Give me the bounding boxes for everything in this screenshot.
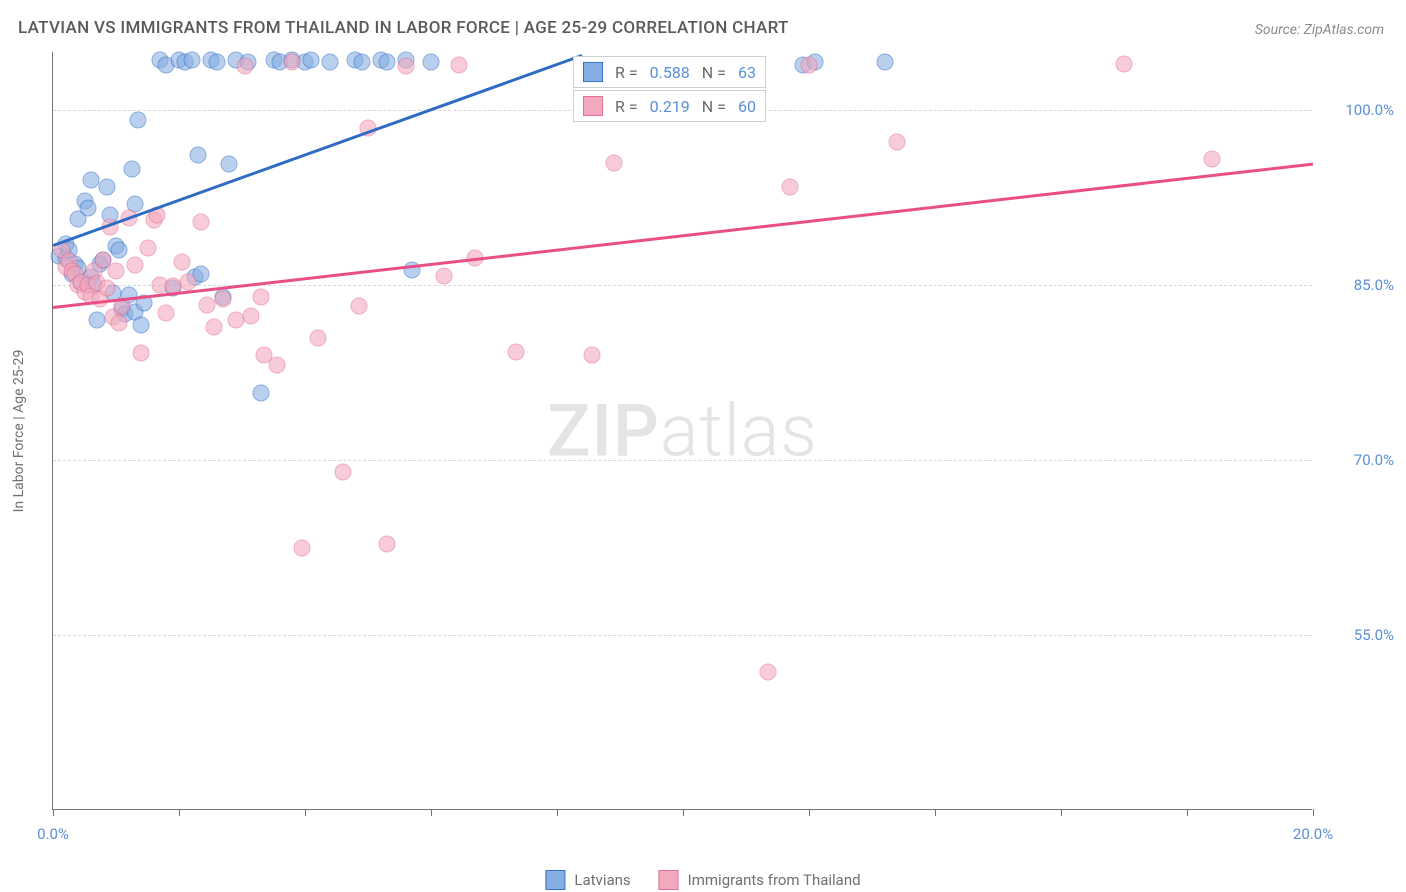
stats-swatch [583, 62, 603, 82]
stat-n-value: 63 [738, 63, 756, 82]
stat-n-value: 60 [738, 97, 756, 116]
scatter-point [350, 298, 367, 315]
scatter-point [158, 305, 175, 322]
scatter-point [293, 539, 310, 556]
stat-r-value: 0.219 [650, 97, 690, 116]
x-tick [809, 809, 810, 816]
stat-n-label: N = [702, 63, 726, 82]
y-tick-label: 85.0% [1354, 276, 1394, 294]
x-tick [179, 809, 180, 816]
stat-r-value: 0.588 [650, 63, 690, 82]
x-tick [683, 809, 684, 816]
scatter-point [243, 307, 260, 324]
stats-box: R = 0.588 N = 63 [573, 56, 766, 88]
scatter-point [451, 56, 468, 73]
scatter-point [111, 242, 128, 259]
scatter-point [215, 291, 232, 308]
legend-label: Immigrants from Thailand [688, 871, 861, 889]
stat-r-label: R = [615, 63, 638, 82]
scatter-point [605, 154, 622, 171]
stat-n-label: N = [702, 97, 726, 116]
legend: Latvians Immigrants from Thailand [545, 870, 860, 890]
scatter-point [1204, 151, 1221, 168]
stats-swatch [583, 96, 603, 116]
gridline [53, 460, 1312, 461]
x-tick [305, 809, 306, 816]
scatter-point [378, 54, 395, 71]
scatter-point [889, 133, 906, 150]
y-tick-label: 55.0% [1354, 626, 1394, 644]
trend-line [53, 163, 1313, 309]
scatter-point [284, 54, 301, 71]
stat-r-label: R = [615, 97, 638, 116]
legend-label: Latvians [574, 871, 630, 889]
scatter-point [139, 239, 156, 256]
scatter-point [435, 267, 452, 284]
scatter-point [378, 536, 395, 553]
scatter-point [108, 263, 125, 280]
scatter-point [334, 463, 351, 480]
scatter-point [133, 316, 150, 333]
y-tick-label: 100.0% [1345, 101, 1394, 119]
scatter-point [205, 319, 222, 336]
scatter-point [174, 253, 191, 270]
gridline [53, 635, 1312, 636]
scatter-point [111, 314, 128, 331]
scatter-point [268, 356, 285, 373]
scatter-point [180, 273, 197, 290]
x-tick [557, 809, 558, 816]
scatter-point [252, 384, 269, 401]
x-tick [1187, 809, 1188, 816]
scatter-point [782, 179, 799, 196]
scatter-point [353, 54, 370, 71]
scatter-point [1116, 55, 1133, 72]
scatter-point [82, 172, 99, 189]
legend-swatch [659, 870, 679, 890]
y-axis-label: In Labor Force | Age 25-29 [11, 349, 27, 512]
scatter-point [133, 344, 150, 361]
scatter-point [397, 57, 414, 74]
x-tick-label: 20.0% [1293, 825, 1333, 843]
x-tick [935, 809, 936, 816]
scatter-point [227, 312, 244, 329]
legend-item: Immigrants from Thailand [659, 870, 861, 890]
x-tick [1313, 809, 1314, 816]
scatter-point [303, 52, 320, 69]
x-tick [1061, 809, 1062, 816]
scatter-point [221, 155, 238, 172]
scatter-point [130, 111, 147, 128]
stats-box: R = 0.219 N = 60 [573, 90, 766, 122]
y-tick-label: 70.0% [1354, 451, 1394, 469]
scatter-point [309, 329, 326, 346]
scatter-point [423, 54, 440, 71]
scatter-point [322, 54, 339, 71]
x-tick [53, 809, 54, 816]
scatter-point [89, 312, 106, 329]
scatter-point [183, 52, 200, 69]
chart-area: ZIPatlas In Labor Force | Age 25-29 55.0… [52, 52, 1312, 810]
chart-title: LATVIAN VS IMMIGRANTS FROM THAILAND IN L… [18, 18, 789, 38]
scatter-point [583, 347, 600, 364]
scatter-point [98, 179, 115, 196]
legend-item: Latvians [545, 870, 630, 890]
scatter-point [801, 56, 818, 73]
legend-swatch [545, 870, 565, 890]
x-tick-label: 0.0% [37, 825, 69, 843]
scatter-point [193, 214, 210, 231]
scatter-point [252, 288, 269, 305]
scatter-point [208, 54, 225, 71]
scatter-point [508, 343, 525, 360]
chart-source: Source: ZipAtlas.com [1255, 22, 1384, 38]
scatter-point [79, 200, 96, 217]
scatter-point [237, 57, 254, 74]
trend-line [53, 54, 583, 246]
scatter-point [126, 257, 143, 274]
scatter-point [98, 279, 115, 296]
scatter-point [189, 146, 206, 163]
scatter-point [123, 160, 140, 177]
scatter-point [199, 297, 216, 314]
scatter-point [876, 54, 893, 71]
x-tick [431, 809, 432, 816]
scatter-point [760, 664, 777, 681]
